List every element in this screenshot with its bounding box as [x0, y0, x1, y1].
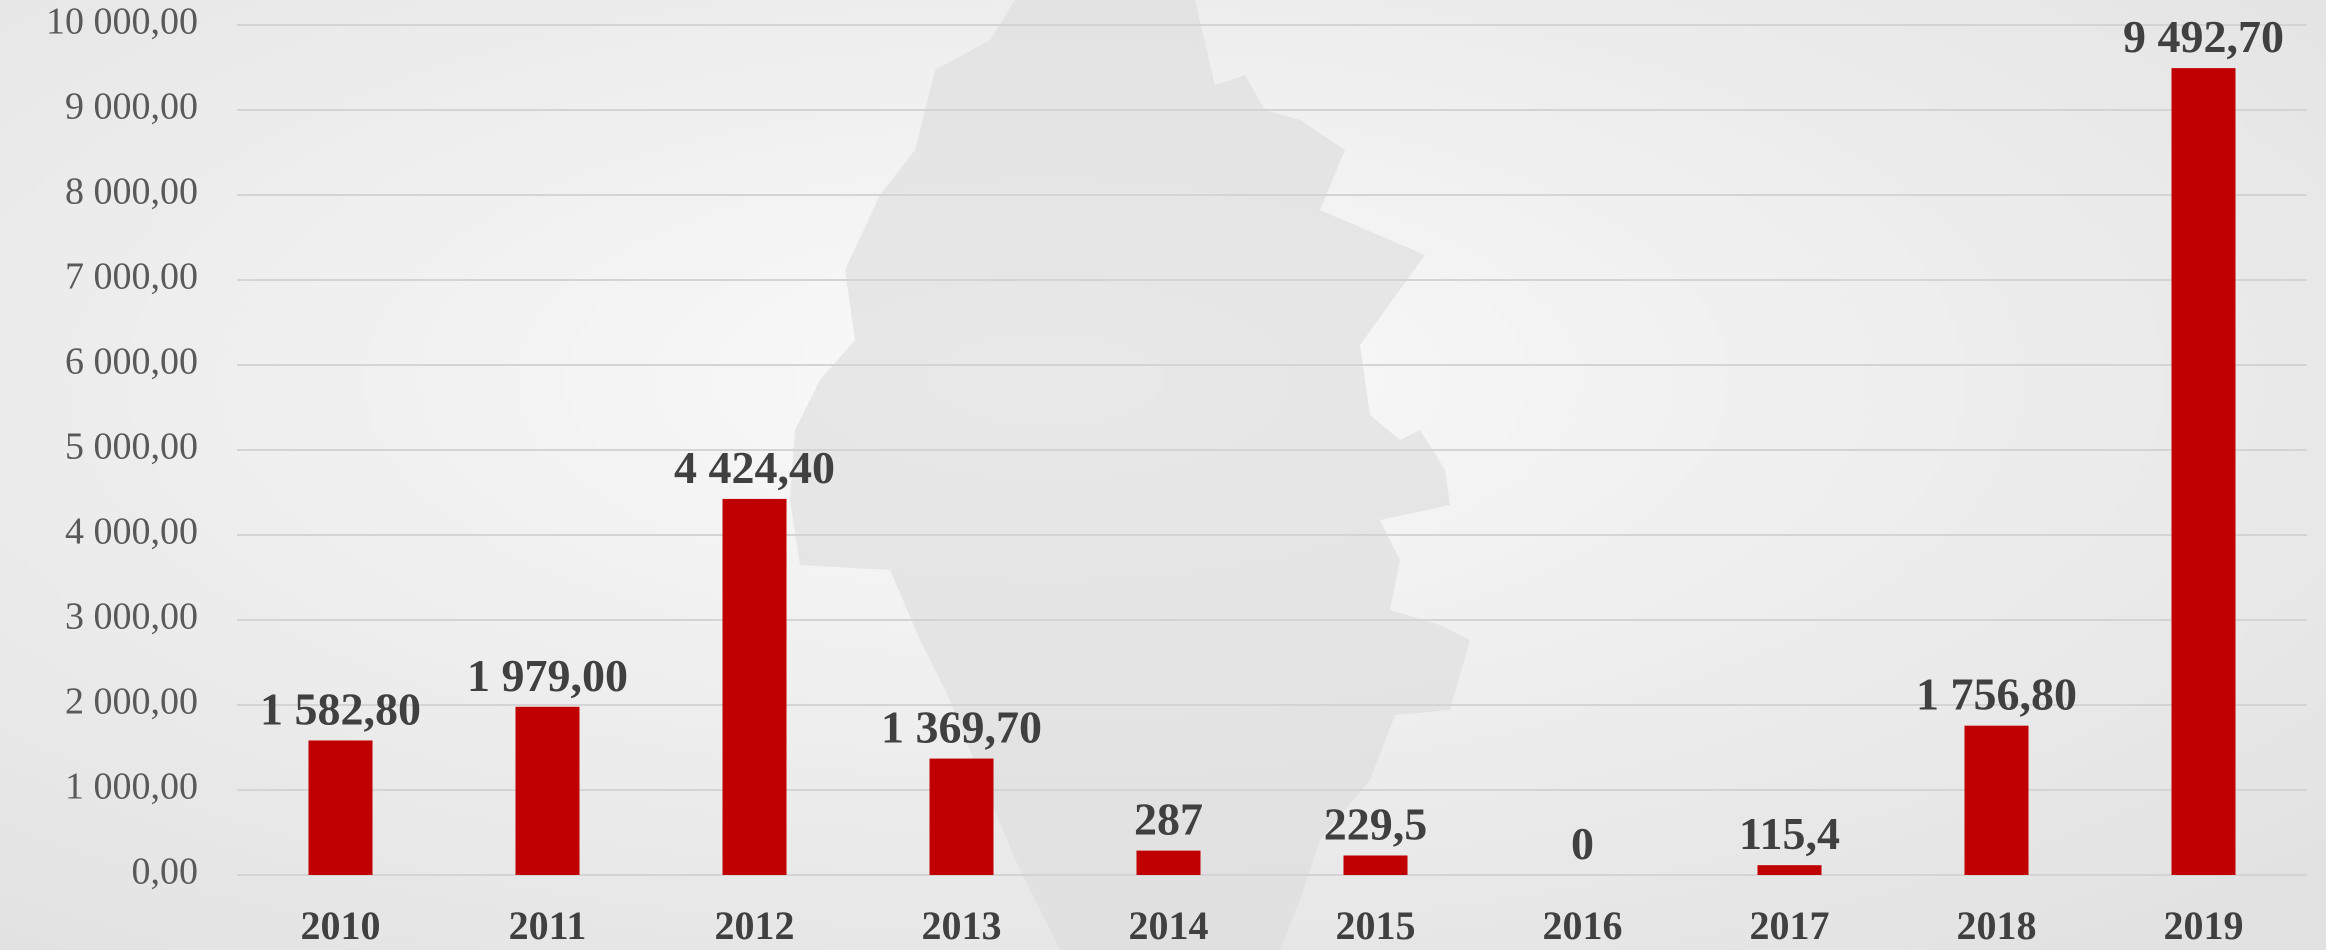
bar [2171, 68, 2236, 876]
value-label: 4 424,40 [674, 442, 835, 493]
y-tick-label: 1 000,00 [65, 766, 198, 808]
bar [515, 706, 580, 875]
y-tick-label: 5 000,00 [65, 426, 198, 468]
x-tick-label: 2019 [2164, 903, 2244, 948]
map-silhouette [790, 0, 1470, 950]
bar [1136, 850, 1201, 875]
value-label: 115,4 [1739, 808, 1840, 859]
value-label: 1 582,80 [260, 683, 421, 734]
x-tick-label: 2015 [1336, 903, 1416, 948]
x-tick-label: 2013 [922, 903, 1002, 948]
bar [1343, 855, 1408, 875]
x-tick-label: 2010 [301, 903, 381, 948]
y-tick-label: 3 000,00 [65, 596, 198, 638]
x-tick-label: 2018 [1957, 903, 2037, 948]
x-tick-label: 2017 [1750, 903, 1830, 948]
value-label: 229,5 [1324, 798, 1428, 849]
value-label: 287 [1134, 794, 1203, 845]
y-tick-label: 2 000,00 [65, 681, 198, 723]
bar [1964, 725, 2029, 875]
bar [929, 758, 994, 875]
y-tick-label: 9 000,00 [65, 86, 198, 128]
y-tick-label: 10 000,00 [46, 1, 198, 43]
x-tick-label: 2014 [1129, 903, 1209, 948]
x-tick-label: 2011 [509, 903, 587, 948]
bar [308, 740, 373, 875]
y-tick-label: 4 000,00 [65, 511, 198, 553]
value-label: 1 979,00 [467, 650, 628, 701]
bar [722, 498, 787, 875]
value-label: 1 369,70 [881, 702, 1042, 753]
value-label: 9 492,70 [2123, 11, 2284, 62]
value-label: 1 756,80 [1916, 669, 2077, 720]
value-label: 0 [1571, 818, 1594, 869]
y-tick-label: 0,00 [132, 851, 199, 893]
x-tick-label: 2012 [715, 903, 795, 948]
y-tick-label: 7 000,00 [65, 256, 198, 298]
y-tick-label: 6 000,00 [65, 341, 198, 383]
y-tick-label: 8 000,00 [65, 171, 198, 213]
x-tick-label: 2016 [1543, 903, 1623, 948]
bar [1757, 865, 1822, 875]
